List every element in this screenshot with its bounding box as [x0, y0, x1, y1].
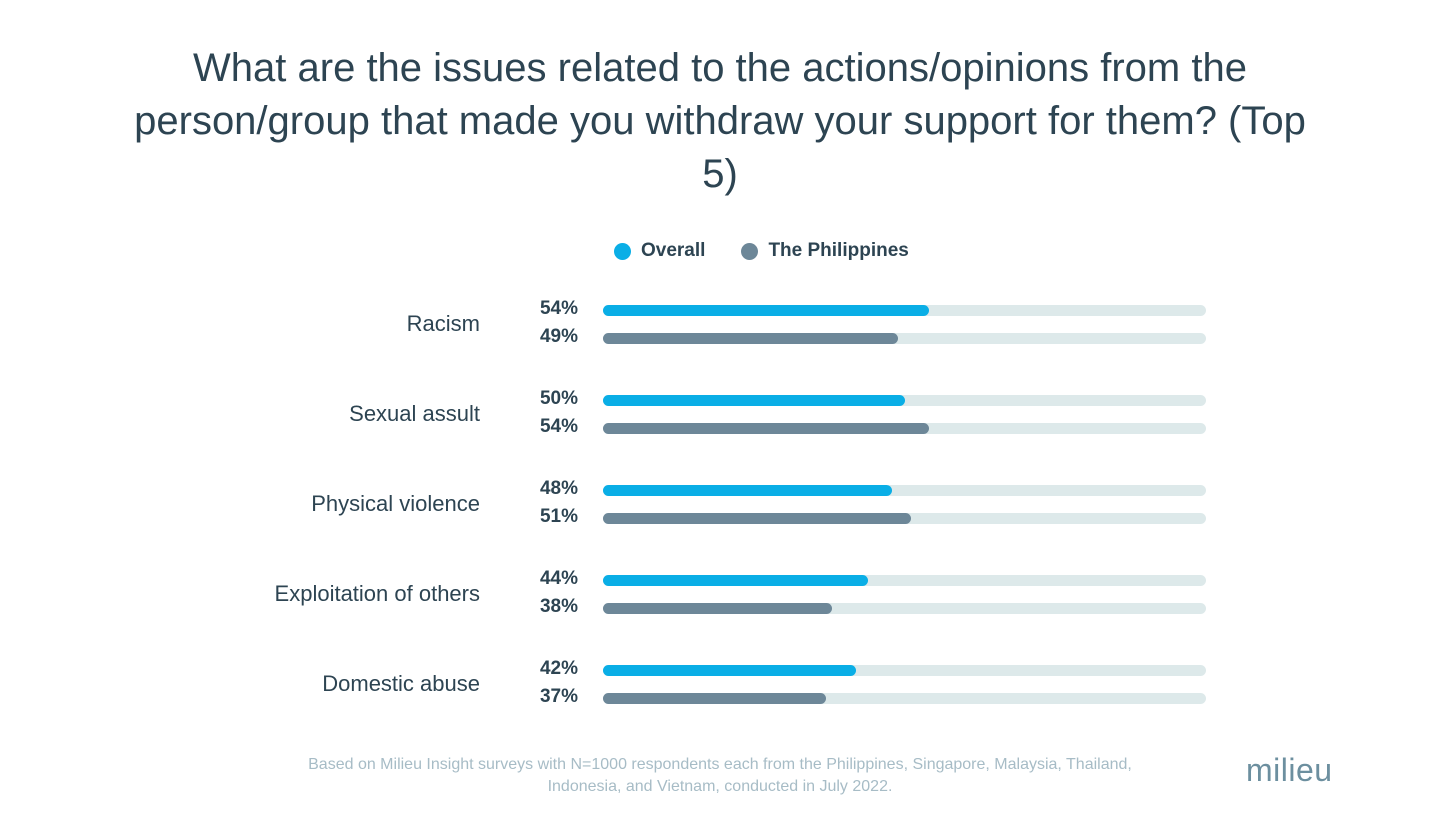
- data-label: 48%: [539, 478, 578, 499]
- bar: [603, 485, 893, 496]
- bar: [603, 575, 869, 586]
- bar: [603, 513, 911, 524]
- bar: [603, 395, 905, 406]
- bar-track: [603, 333, 1206, 344]
- milieu-logo: milieu: [1246, 752, 1333, 788]
- bar-track: [603, 395, 1206, 406]
- category-label: Physical violence: [311, 491, 480, 516]
- category-label: Exploitation of others: [274, 581, 480, 606]
- legend-item-overall: Overall: [614, 240, 705, 262]
- data-label: 54%: [539, 298, 578, 319]
- legend-label-overall: Overall: [641, 240, 706, 261]
- legend-swatch-philippines: [741, 242, 759, 260]
- bar-track: [603, 423, 1206, 434]
- data-label: 42%: [539, 658, 578, 679]
- bar: [603, 603, 833, 614]
- bar-track: [603, 665, 1206, 676]
- data-label: 50%: [539, 388, 578, 409]
- bar: [603, 665, 857, 676]
- bar-track: [603, 575, 1206, 586]
- data-label: 54%: [539, 416, 578, 437]
- data-label: 51%: [539, 506, 578, 527]
- category-label: Domestic abuse: [322, 671, 480, 696]
- bar-track: [603, 603, 1206, 614]
- bar-track: [603, 513, 1206, 524]
- legend-item-philippines: The Philippines: [741, 240, 909, 262]
- legend: Overall The Philippines: [614, 240, 945, 262]
- chart-title: What are the issues related to the actio…: [134, 46, 1306, 196]
- category-label: Racism: [406, 311, 480, 336]
- footnote: Based on Milieu Insight surveys with N=1…: [308, 756, 1132, 795]
- legend-label-philippines: The Philippines: [768, 240, 909, 261]
- bar: [603, 423, 929, 434]
- data-label: 37%: [539, 686, 578, 707]
- legend-swatch-overall: [614, 242, 631, 260]
- data-label: 49%: [539, 326, 578, 347]
- category-label: Sexual assult: [349, 401, 480, 426]
- bar: [603, 693, 827, 704]
- bar-track: [603, 485, 1206, 496]
- bar-track: [603, 305, 1206, 316]
- bar-track: [603, 693, 1206, 704]
- bar: [603, 305, 929, 316]
- data-label: 38%: [539, 596, 578, 617]
- data-label: 44%: [539, 568, 578, 589]
- bar: [603, 333, 899, 344]
